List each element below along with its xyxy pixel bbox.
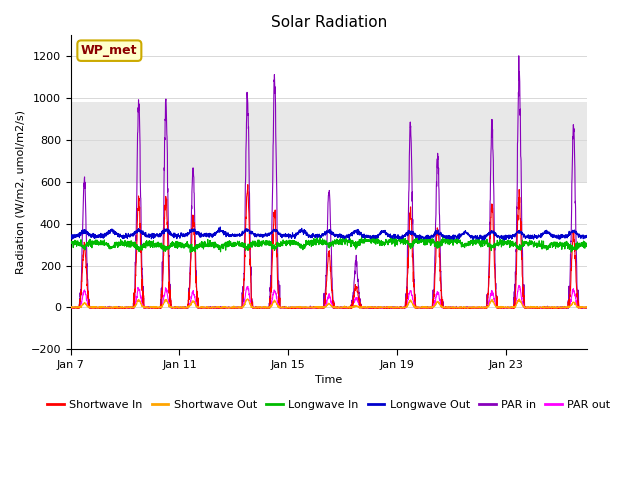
Text: WP_met: WP_met	[81, 44, 138, 57]
Title: Solar Radiation: Solar Radiation	[271, 15, 387, 30]
Legend: Shortwave In, Shortwave Out, Longwave In, Longwave Out, PAR in, PAR out: Shortwave In, Shortwave Out, Longwave In…	[43, 396, 615, 415]
Bar	[71, 102, 587, 182]
Y-axis label: Radiation (W/m2, umol/m2/s): Radiation (W/m2, umol/m2/s)	[15, 110, 25, 275]
X-axis label: Time: Time	[316, 375, 342, 385]
